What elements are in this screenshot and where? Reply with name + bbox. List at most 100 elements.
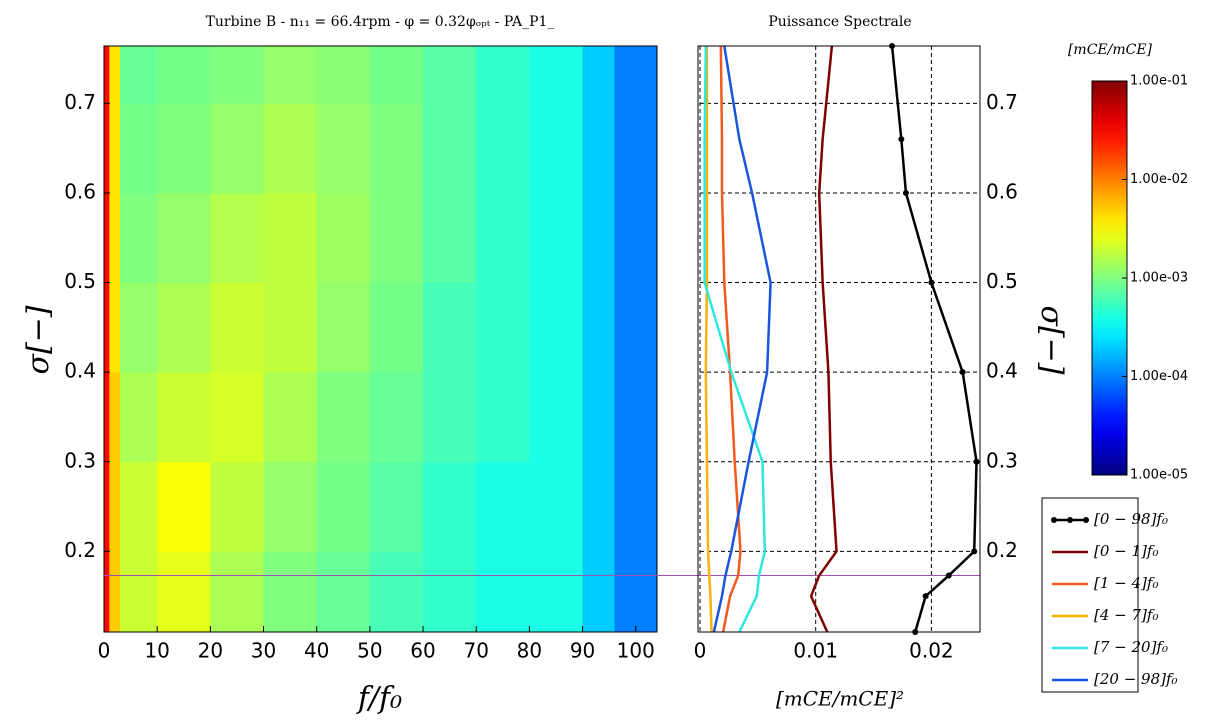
y-tick-label: 0.7: [986, 90, 1018, 114]
heatmap-cell: [614, 372, 658, 463]
heatmap-cell: [263, 103, 318, 194]
x-tick-label: 70: [463, 639, 488, 663]
heatmap-cell: [369, 551, 424, 633]
legend-label: [7 − 20]f₀: [1094, 638, 1168, 656]
heatmap-cell: [109, 551, 121, 633]
y-axis-label: σ[−]: [21, 305, 56, 374]
heatmap-cell: [369, 282, 424, 373]
heatmap-cell: [104, 103, 110, 194]
colorbar-tick-label: 1.00e-05: [1130, 468, 1188, 483]
heatmap-cell: [263, 461, 318, 552]
heatmap-cell: [614, 192, 658, 284]
heatmap-cell: [476, 461, 530, 552]
y-tick-label: 0.6: [986, 179, 1018, 203]
x-tick-label: 80: [517, 639, 542, 663]
heatmap-cell: [210, 372, 265, 463]
point: [928, 279, 935, 286]
series-line: [809, 45, 838, 633]
heatmap-cell: [263, 551, 318, 633]
heatmap-cell: [119, 46, 158, 104]
heatmap-cell: [316, 372, 371, 463]
heatmap-cell: [109, 103, 121, 194]
series-line: [704, 46, 713, 633]
point: [973, 458, 980, 465]
y-tick-label: 0.5: [64, 269, 96, 293]
y-tick-label: 0.2: [64, 538, 96, 562]
colorbar-tick-label: 1.00e-01: [1130, 74, 1188, 89]
series-line: [703, 45, 767, 633]
y-tick-label: 0.3: [986, 448, 1018, 472]
heatmap-cell: [582, 372, 615, 463]
heatmap-cell: [157, 551, 211, 633]
point: [898, 136, 905, 143]
colorbar: [1091, 80, 1128, 476]
heatmap-cell: [582, 461, 615, 552]
heatmap-cell: [119, 372, 158, 463]
heatmap-cell: [109, 192, 121, 284]
x-tick-label: 0.02: [909, 639, 954, 663]
legend-label: [0 − 1]f₀: [1094, 542, 1158, 560]
heatmap-cell: [529, 372, 584, 463]
heatmap-cell: [104, 282, 110, 373]
series-line: [712, 45, 772, 633]
heatmap-cell: [109, 461, 121, 552]
heatmap-cell: [210, 282, 265, 373]
heatmap-cell: [119, 551, 158, 633]
heatmap-cell: [210, 103, 265, 194]
heatmap-cell: [263, 192, 318, 284]
x-tick-label: 50: [357, 639, 382, 663]
heatmap-cell: [369, 192, 424, 284]
heatmap-cell: [157, 372, 211, 463]
heatmap-cell: [109, 282, 121, 373]
heatmap-cell: [423, 103, 477, 194]
x-tick-label: 40: [304, 639, 329, 663]
heatmap-cell: [104, 192, 110, 284]
heatmap-cell: [104, 461, 110, 552]
x-tick-label: 90: [570, 639, 595, 663]
x-tick-label: 20: [198, 639, 223, 663]
y-tick-label: 0.2: [986, 538, 1018, 562]
heatmap-cell: [210, 192, 265, 284]
heatmap-cell: [109, 372, 121, 463]
heatmap-cell: [263, 46, 318, 104]
heatmap-cell: [263, 372, 318, 463]
heatmap-cell: [316, 461, 371, 552]
y-tick-label: 0.7: [64, 90, 96, 114]
heatmap-cell: [614, 551, 658, 633]
y-axis-label: σ[−]: [1034, 305, 1069, 374]
heatmap-cell: [476, 103, 530, 194]
heatmap-cell: [582, 103, 615, 194]
line-title: Puissance Spectrale: [768, 14, 911, 30]
point: [945, 572, 952, 579]
heatmap-cell: [157, 46, 211, 104]
point: [959, 369, 966, 376]
heatmap-cell: [316, 46, 371, 104]
x-tick-label: 0: [98, 639, 111, 663]
heatmap-cell: [423, 551, 477, 633]
legend-label: [0 − 98]f₀: [1094, 510, 1168, 528]
heatmap-cell: [582, 46, 615, 104]
point: [971, 548, 978, 555]
heatmap-cell: [369, 461, 424, 552]
heatmap-cell: [104, 551, 110, 633]
series-line: [719, 45, 742, 633]
y-tick-label: 0.4: [986, 359, 1018, 383]
heatmap-cell: [476, 46, 530, 104]
x-tick-label: 0.01: [793, 639, 838, 663]
heatmap-cell: [423, 46, 477, 104]
heatmap-cell: [529, 282, 584, 373]
y-tick-label: 0.6: [64, 179, 96, 203]
heatmap-cell: [614, 282, 658, 373]
y-tick-label: 0.5: [986, 269, 1018, 293]
heatmap-cell: [263, 282, 318, 373]
point: [922, 593, 929, 600]
heatmap-cell: [369, 372, 424, 463]
point: [902, 189, 909, 196]
series-line: [890, 45, 978, 633]
plot-frame: [697, 45, 981, 633]
heatmap-cell: [614, 461, 658, 552]
heatmap-cell: [582, 192, 615, 284]
heatmap-cell: [614, 103, 658, 194]
heatmap-cell: [157, 103, 211, 194]
heatmap-cell: [316, 103, 371, 194]
